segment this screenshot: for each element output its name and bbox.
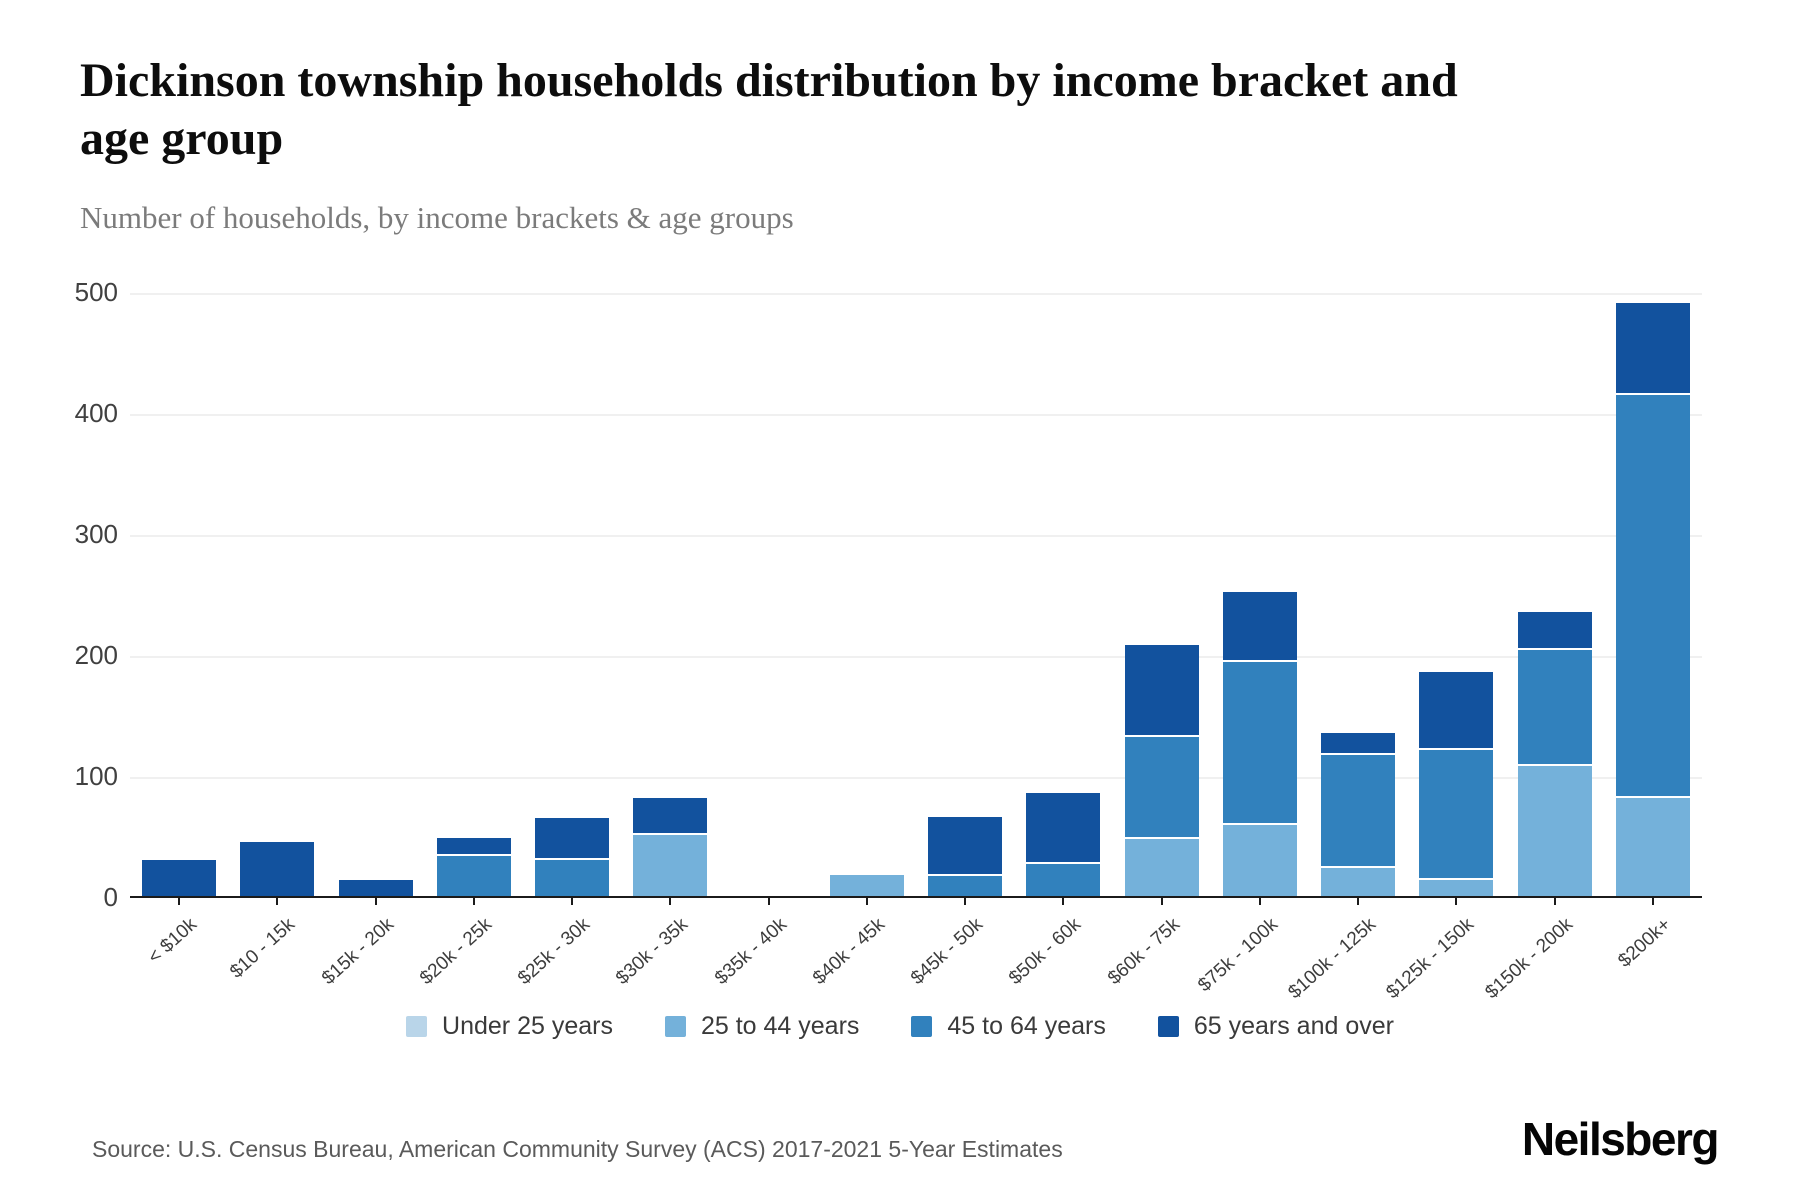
legend-label: 25 to 44 years — [700, 1012, 860, 1040]
x-axis-tick — [964, 898, 967, 905]
gridline-300 — [130, 535, 1702, 537]
bar-segment--60k-75k-series-2[interactable] — [1124, 737, 1199, 839]
x-axis-label: $125k - 150k — [1382, 914, 1479, 1004]
bar-segment--25k-30k-series-3[interactable] — [535, 818, 610, 861]
bar-segment--60k-75k-series-3[interactable] — [1124, 645, 1199, 738]
bar-segment--60k-75k-series-1[interactable] — [1124, 838, 1199, 898]
title-line-2: age group — [80, 112, 284, 165]
x-axis-label: $75k - 100k — [1194, 914, 1282, 997]
bar-segment--10-15k-series-3[interactable] — [240, 842, 315, 898]
x-axis-label: $50k - 60k — [1005, 914, 1086, 989]
legend-item-2[interactable]: 45 to 64 years — [911, 1012, 1106, 1041]
x-axis-label: < $10k — [144, 914, 202, 969]
bar-segment--50k-60k-series-3[interactable] — [1026, 792, 1101, 865]
legend-label: Under 25 years — [442, 1012, 613, 1040]
x-axis-label: $35k - 40k — [710, 914, 791, 989]
bar-segment--200k+-series-3[interactable] — [1615, 302, 1690, 395]
x-axis-label: $45k - 50k — [907, 914, 988, 989]
x-axis-tick — [276, 898, 279, 905]
source-note: Source: U.S. Census Bureau, American Com… — [92, 1136, 1063, 1162]
x-axis-tick — [1062, 898, 1065, 905]
gridline-200 — [130, 656, 1702, 658]
chart-legend: Under 25 years 25 to 44 years 45 to 64 yea… — [0, 1012, 1800, 1041]
x-axis-tick — [669, 898, 672, 905]
bar-segment--75k-100k-series-2[interactable] — [1222, 662, 1297, 826]
bar-segment--150k-200k-series-3[interactable] — [1517, 612, 1592, 650]
bar-segment--200k+-series-2[interactable] — [1615, 394, 1690, 798]
page-title: Dickinson township households distributi… — [80, 52, 1740, 168]
title-line-1: Dickinson township households distributi… — [80, 54, 1458, 107]
legend-item-1[interactable]: 25 to 44 years — [664, 1012, 860, 1041]
x-axis-tick — [374, 898, 377, 905]
x-axis-tick — [1651, 898, 1654, 905]
y-axis-label-400: 400 — [74, 397, 118, 428]
legend-swatch-icon — [1157, 1016, 1179, 1037]
gridline-400 — [130, 414, 1702, 416]
x-axis-tick — [1258, 898, 1261, 905]
x-axis-tick — [1160, 898, 1163, 905]
bar-segment--100k-125k-series-1[interactable] — [1321, 867, 1396, 898]
bar-segment--50k-60k-series-2[interactable] — [1026, 864, 1101, 898]
bar-segment--20k-25k-series-3[interactable] — [436, 837, 511, 856]
gridline-100 — [130, 777, 1702, 779]
x-axis-tick — [472, 898, 475, 905]
bar-segment--45k-50k-series-3[interactable] — [928, 816, 1003, 877]
legend-label: 45 to 64 years — [947, 1012, 1106, 1040]
x-axis-label: $60k - 75k — [1103, 914, 1184, 989]
y-axis-label-300: 300 — [74, 518, 118, 549]
x-axis-label: $200k+ — [1614, 914, 1675, 972]
bar-segment--125k-150k-series-2[interactable] — [1419, 750, 1494, 880]
bar-segment--30k-35k-series-1[interactable] — [633, 835, 708, 898]
legend-swatch-icon — [664, 1016, 686, 1037]
x-axis-label: $25k - 30k — [514, 914, 595, 989]
x-axis-tick — [767, 898, 770, 905]
legend-item-0[interactable]: Under 25 years — [406, 1012, 613, 1041]
bar-segment--20k-25k-series-2[interactable] — [436, 855, 511, 898]
y-axis-label-100: 100 — [74, 760, 118, 791]
x-axis-label: $100k - 125k — [1284, 914, 1381, 1004]
bar-segment--200k+-series-1[interactable] — [1615, 797, 1690, 898]
x-axis-tick — [865, 898, 868, 905]
gridline-500 — [130, 293, 1702, 295]
x-axis-label: $30k - 35k — [612, 914, 693, 989]
bar-segment--25k-30k-series-2[interactable] — [535, 860, 610, 898]
bar-segment--15k-20k-series-3[interactable] — [338, 879, 413, 898]
x-axis-tick — [571, 898, 574, 905]
legend-swatch-icon — [911, 1016, 933, 1037]
y-axis-label-500: 500 — [74, 276, 118, 307]
bar-segment--75k-100k-series-3[interactable] — [1222, 591, 1297, 663]
bar-segment--45k-50k-series-2[interactable] — [928, 876, 1003, 898]
legend-label: 65 years and over — [1193, 1012, 1394, 1040]
legend-swatch-icon — [406, 1016, 428, 1037]
bar-segment--100k-125k-series-2[interactable] — [1321, 755, 1396, 868]
x-axis-tick — [1553, 898, 1556, 905]
bar-segment--40k-45k-series-1[interactable] — [829, 875, 904, 898]
x-axis-label: $40k - 45k — [808, 914, 889, 989]
legend-item-3[interactable]: 65 years and over — [1157, 1012, 1394, 1041]
bar-segment--100k-125k-series-3[interactable] — [1321, 733, 1396, 756]
bar-segment--125k-150k-series-3[interactable] — [1419, 671, 1494, 751]
x-axis-label: $150k - 200k — [1480, 914, 1577, 1004]
chart-subtitle: Number of households, by income brackets… — [80, 200, 794, 235]
y-axis-label-200: 200 — [74, 639, 118, 670]
bar-segment--75k-100k-series-1[interactable] — [1222, 825, 1297, 898]
bar-segment--10k-series-3[interactable] — [142, 860, 217, 898]
x-axis-tick — [1357, 898, 1360, 905]
x-axis-line — [130, 896, 1702, 898]
x-axis-label: $20k - 25k — [415, 914, 496, 989]
x-axis-label: $15k - 20k — [317, 914, 398, 989]
x-axis-tick — [178, 898, 181, 905]
x-axis-label: $10 - 15k — [226, 914, 300, 983]
bar-segment--150k-200k-series-2[interactable] — [1517, 649, 1592, 767]
bar-segment--30k-35k-series-3[interactable] — [633, 797, 708, 836]
y-axis-label-0: 0 — [103, 881, 118, 912]
neilsberg-logo[interactable]: Neilsberg — [1521, 1113, 1720, 1165]
bar-segment--125k-150k-series-1[interactable] — [1419, 879, 1494, 898]
bar-segment--150k-200k-series-1[interactable] — [1517, 766, 1592, 898]
x-axis-tick — [1455, 898, 1458, 905]
